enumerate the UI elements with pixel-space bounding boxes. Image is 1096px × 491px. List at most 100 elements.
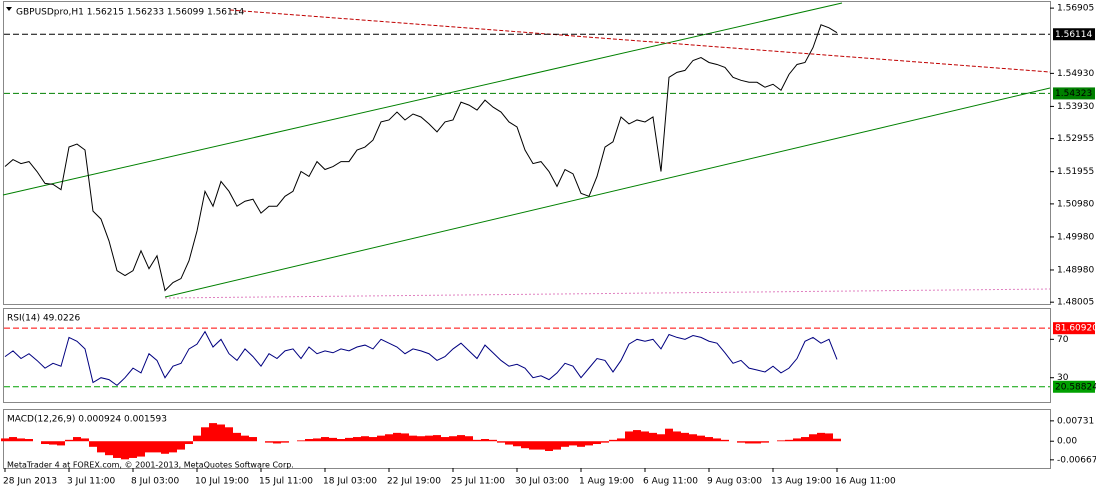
histogram-bar — [65, 439, 73, 442]
histogram-bar — [505, 441, 513, 445]
x-tick-label: 28 Jun 2013 — [3, 477, 57, 487]
histogram-bar — [569, 441, 577, 446]
histogram-bar — [265, 441, 273, 443]
x-tick-label: 1 Aug 19:00 — [579, 477, 634, 487]
histogram-bar — [241, 435, 249, 442]
histogram-bar — [529, 441, 537, 450]
histogram-bar — [209, 423, 217, 442]
histogram-bar — [153, 441, 161, 453]
histogram-bar — [545, 441, 553, 451]
y-tick-label: 1.51955 — [1057, 167, 1094, 177]
x-tick-label: 15 Jul 11:00 — [259, 477, 313, 487]
symbol-icon — [6, 7, 12, 11]
level-box — [1053, 87, 1095, 100]
histogram-bar — [9, 437, 17, 442]
histogram-bar — [57, 441, 65, 446]
histogram-bar — [697, 435, 705, 442]
histogram-bar — [329, 437, 337, 442]
histogram-bar — [641, 431, 649, 442]
histogram-bar — [633, 430, 641, 442]
level-label: 1.54323 — [1055, 89, 1092, 99]
histogram-bar — [185, 441, 193, 445]
histogram-bar — [353, 437, 361, 442]
y-tick-label: 1.56905 — [1057, 4, 1094, 14]
histogram-bar — [537, 441, 545, 450]
histogram-bar — [225, 427, 233, 442]
histogram-bar — [793, 438, 801, 442]
histogram-bar — [385, 434, 393, 442]
level-label: 1.56114 — [1055, 30, 1092, 40]
histogram-bar — [817, 432, 825, 442]
histogram-bar — [297, 440, 305, 442]
y-tick-label: 1.50980 — [1057, 199, 1094, 209]
histogram-bar — [313, 438, 321, 442]
histogram-bar — [145, 441, 153, 453]
resistance-line — [229, 9, 1051, 73]
channel-lower — [164, 87, 1051, 298]
histogram-bar — [121, 441, 129, 460]
histogram-bar — [521, 441, 529, 449]
histogram-bar — [273, 441, 281, 444]
y-tick-label: 30 — [1057, 373, 1069, 383]
histogram-bar — [177, 441, 185, 450]
x-tick-label: 25 Jul 11:00 — [451, 477, 505, 487]
histogram-bar — [1, 438, 9, 442]
histogram-bar — [409, 435, 417, 442]
x-tick-label: 3 Jul 11:00 — [67, 477, 116, 487]
y-tick-label: 1.49980 — [1057, 232, 1094, 242]
y-tick-label: 1.53930 — [1057, 102, 1094, 112]
level-label: 81.60920 — [1055, 324, 1096, 334]
histogram-bar — [721, 439, 729, 442]
histogram-bar — [393, 432, 401, 442]
x-tick-label: 16 Aug 11:00 — [835, 477, 896, 487]
histogram-bar — [657, 434, 665, 442]
histogram-bar — [433, 435, 441, 442]
x-tick-label: 18 Jul 03:00 — [323, 477, 377, 487]
histogram-bar — [449, 436, 457, 442]
histogram-bar — [361, 436, 369, 442]
histogram-bar — [753, 441, 761, 444]
y-tick-label: 0.00 — [1057, 437, 1077, 447]
histogram-bar — [601, 441, 609, 443]
histogram-bar — [49, 441, 57, 445]
level-box — [1053, 380, 1095, 393]
x-tick-label: 8 Jul 03:00 — [131, 477, 180, 487]
histogram-bar — [89, 441, 97, 447]
histogram-bar — [649, 432, 657, 442]
histogram-bar — [689, 434, 697, 442]
histogram-bar — [401, 433, 409, 442]
histogram-bar — [161, 441, 169, 454]
histogram-bar — [497, 441, 505, 443]
x-tick-label: 30 Jul 03:00 — [515, 477, 569, 487]
histogram-bar — [97, 441, 105, 453]
histogram-bar — [233, 432, 241, 442]
histogram-bar — [425, 435, 433, 442]
histogram-bar — [473, 439, 481, 442]
histogram-bar — [761, 441, 769, 443]
histogram-bar — [465, 436, 473, 442]
histogram-bar — [577, 441, 585, 447]
level-box — [1053, 322, 1095, 335]
level-label: 20.58824 — [1055, 382, 1096, 392]
histogram-bar — [825, 433, 833, 442]
histogram-bar — [73, 437, 81, 442]
channel-upper — [2, 2, 843, 196]
histogram-bar — [345, 437, 353, 442]
series-line — [4, 330, 838, 387]
histogram-bar — [249, 437, 257, 442]
histogram-bar — [17, 438, 25, 442]
panel-title: MACD(12,26,9) 0.000924 0.001593 — [7, 415, 167, 425]
panel-title: GBPUSDpro,H1 1.56215 1.56233 1.56099 1.5… — [16, 8, 244, 18]
histogram-bar — [705, 437, 713, 442]
y-tick-label: 1.48005 — [1057, 298, 1094, 308]
histogram-bar — [201, 427, 209, 442]
x-tick-label: 13 Aug 19:00 — [771, 477, 832, 487]
footer: MetaTrader 4 at FOREX.com, © 2001-2013, … — [7, 461, 294, 470]
histogram-bar — [81, 438, 89, 442]
histogram-bar — [713, 438, 721, 442]
histogram-bar — [457, 435, 465, 442]
histogram-bar — [417, 436, 425, 442]
histogram-bar — [281, 441, 289, 443]
x-tick-label: 6 Aug 11:00 — [643, 477, 698, 487]
